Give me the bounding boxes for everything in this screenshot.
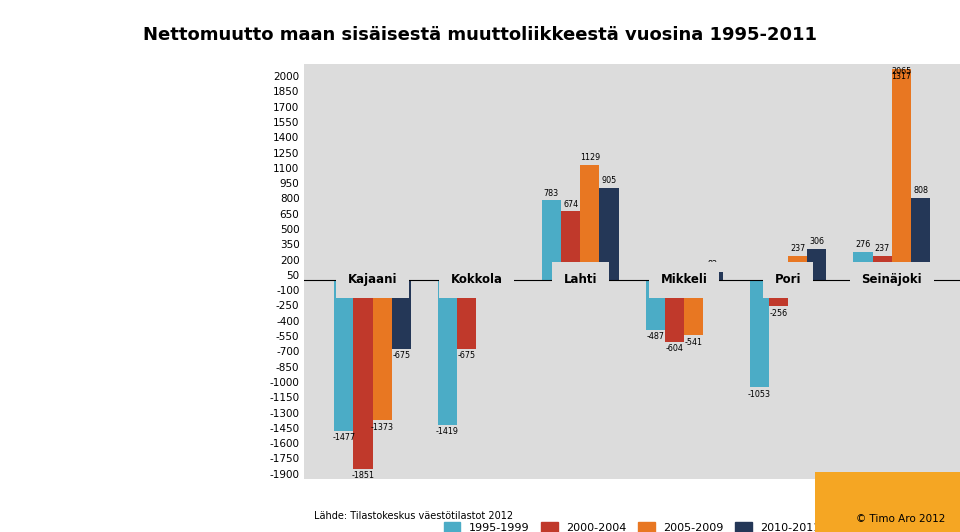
Text: Mikkeli: Mikkeli [660,273,708,287]
Text: -1851: -1851 [351,471,374,480]
Bar [334,280,353,430]
Text: Lähde: Tilastokeskus väestötilastot 2012: Lähde: Tilastokeskus väestötilastot 2012 [314,511,513,521]
Text: 905: 905 [601,176,616,185]
Text: - Kajaani sai muuttotappiota – 5300 hlöä.
  Muuttotappiota joka ainoa vuosi 1995: - Kajaani sai muuttotappiota – 5300 hlöä… [15,82,211,116]
Bar [911,197,930,280]
Bar [476,277,495,280]
Bar [438,280,457,425]
Text: 82: 82 [708,260,718,269]
Bar [580,165,599,280]
Bar [561,211,580,280]
Bar [646,280,665,330]
Bar [807,249,827,280]
Text: -1419: -1419 [436,427,459,436]
Text: -487: -487 [646,332,664,341]
Bar [541,200,561,280]
Text: 276: 276 [855,240,871,250]
Bar [788,256,807,280]
Text: Seinäjoki: Seinäjoki [861,273,923,287]
Bar [873,256,892,280]
Text: 808: 808 [913,186,928,195]
Bar [769,280,788,306]
Bar [372,280,392,420]
Text: Nettomuutto maan sisäisestä muuttoliikkeestä vuosina 1995-2011: Nettomuutto maan sisäisestä muuttoliikke… [143,26,817,44]
Text: -675: -675 [393,351,411,360]
Text: -675: -675 [458,351,476,360]
Text: 237: 237 [875,244,890,253]
Legend: 1995-1999, 2000-2004, 2005-2009, 2010-2011: 1995-1999, 2000-2004, 2005-2009, 2010-20… [439,518,826,532]
Text: Kajaani: Kajaani [348,273,397,287]
Bar [853,252,873,280]
Text: -1: -1 [501,282,509,292]
Text: 237: 237 [790,244,805,253]
Text: -256: -256 [769,309,787,318]
Bar [892,70,911,280]
Text: 783: 783 [544,189,559,197]
Text: -604: -604 [665,344,684,353]
Text: 306: 306 [809,237,825,246]
Text: -1373: -1373 [371,422,394,431]
Bar [704,272,723,280]
Text: 674: 674 [564,200,578,209]
Text: 25: 25 [481,266,492,275]
Text: -1477: -1477 [332,433,355,442]
Text: - Kokkolan muuttotappiot – 2250 hlöä
  vuosina 1995-2011, mutta pientä
  muuttov: - Kokkolan muuttotappiot – 2250 hlöä vuo… [15,167,195,225]
Text: -1053: -1053 [748,390,771,399]
Bar [392,280,411,349]
Bar [353,280,372,469]
Bar [599,188,618,280]
Text: 2065: 2065 [891,67,911,76]
Text: - Seinäjoki saanut muuttovoittoa peräti
  4500 hlöä vuoden 1995 jälkeen.
  Muutt: - Seinäjoki saanut muuttovoittoa peräti … [15,509,202,532]
Text: Lahti: Lahti [564,273,597,287]
Text: 1129: 1129 [580,153,600,162]
Bar [665,280,684,342]
Bar [457,280,476,349]
Text: Pori: Pori [775,273,802,287]
Text: - Porin muuttotappiot -776 hlöä vuoden
  1995 jälkeen. Käänne vuonna 2003.
  Vuo: - Porin muuttotappiot -776 hlöä vuoden 1… [15,429,203,475]
Text: - Lahti sai muuttovoittoa noin 3500 hlöä
  vuoden 1995 jälkeen. Muuttovoitot
  k: - Lahti sai muuttovoittoa noin 3500 hlöä… [15,261,206,306]
Bar [684,280,704,335]
Text: 1317: 1317 [891,72,911,81]
Text: -541: -541 [684,338,703,347]
Text: Kokkola: Kokkola [450,273,502,287]
Text: © Timo Aro 2012: © Timo Aro 2012 [856,514,946,524]
Text: - Mikkeli sai muuttotappiota – 1550 hlöä
  vuoden 1995 jälkeen. Tilanne
  parant: - Mikkeli sai muuttotappiota – 1550 hlöä… [15,335,210,405]
Bar [750,280,769,387]
